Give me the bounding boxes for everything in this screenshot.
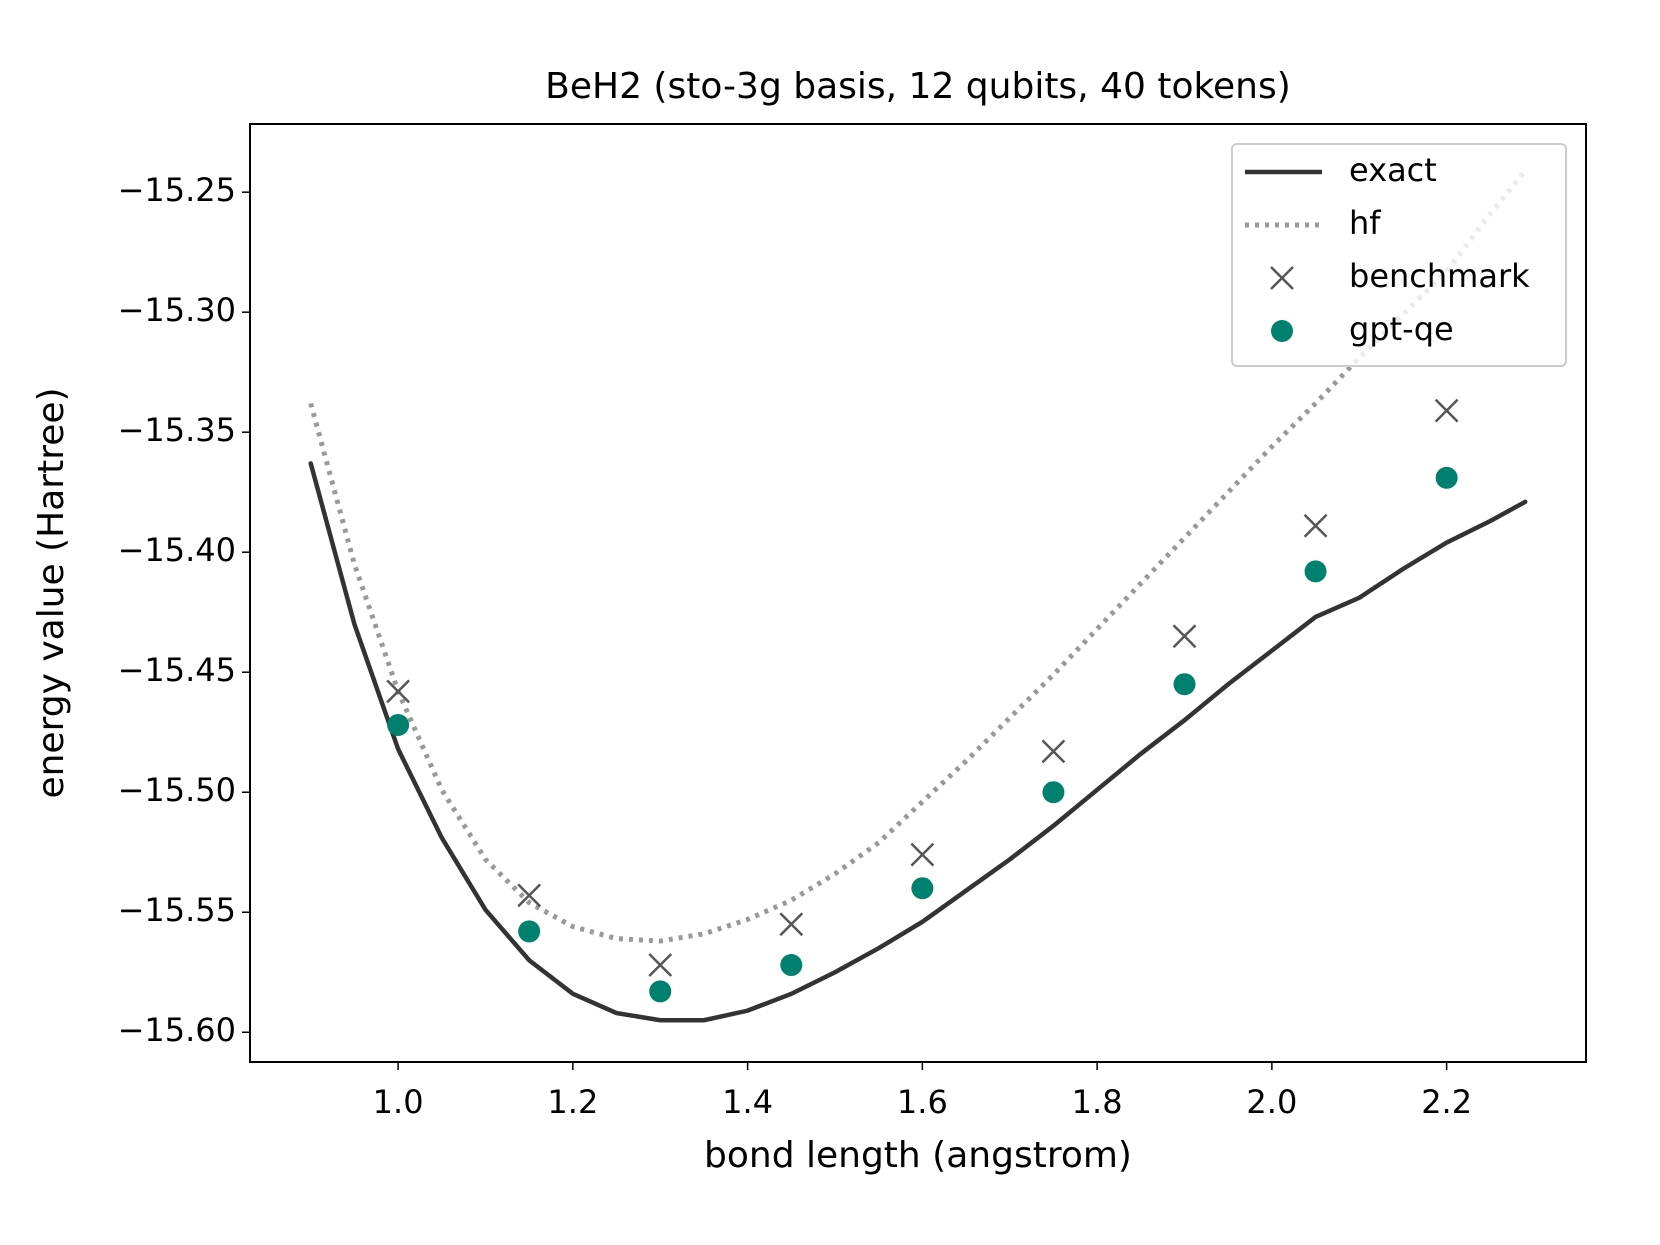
y-tick-label: −15.40 [118,531,236,569]
x-tick-label: 1.6 [897,1083,948,1121]
y-tick-label: −15.50 [118,771,236,809]
legend-marker [1271,320,1293,342]
marker [780,954,803,977]
x-axis-label: bond length (angstrom) [704,1135,1132,1176]
marker [1303,513,1328,538]
chart-title: BeH2 (sto-3g basis, 12 qubits, 40 tokens… [545,66,1291,107]
y-axis-label: energy value (Hartree) [31,387,72,798]
legend-label: benchmark [1349,257,1530,295]
y-tick-label: −15.45 [118,651,236,689]
marker [1042,781,1065,804]
marker [517,883,542,908]
marker [1434,398,1459,423]
marker [1435,466,1458,489]
x-tick-label: 1.8 [1072,1083,1123,1121]
x-tick-label: 1.2 [547,1083,598,1121]
marker [779,912,804,937]
marker [649,980,672,1003]
marker [910,842,935,867]
y-tick-label: −15.35 [118,411,236,449]
y-tick-label: −15.60 [118,1011,236,1049]
marker [911,877,934,900]
marker [386,679,410,704]
y-tick-label: −15.25 [118,171,236,209]
y-tick-label: −15.55 [118,891,236,929]
line [308,168,1528,944]
axes-frame [249,123,1587,1063]
legend-label: exact [1349,151,1437,189]
marker [648,953,673,977]
marker [387,714,410,737]
y-tick-label: −15.30 [118,291,236,329]
legend-label: gpt-qe [1349,310,1454,348]
x-tick-label: 2.2 [1421,1083,1472,1121]
marker [1173,673,1196,696]
legend-box [1231,143,1567,367]
x-tick-label: 1.4 [722,1083,773,1121]
legend-label: hf [1349,204,1381,242]
x-tick-label: 1.0 [373,1083,424,1121]
line [308,461,1528,1023]
marker [1304,560,1327,583]
marker [1041,739,1066,764]
marker [1172,624,1197,649]
x-tick-label: 2.0 [1246,1083,1297,1121]
marker [518,920,541,943]
legend-marker [1270,266,1294,290]
